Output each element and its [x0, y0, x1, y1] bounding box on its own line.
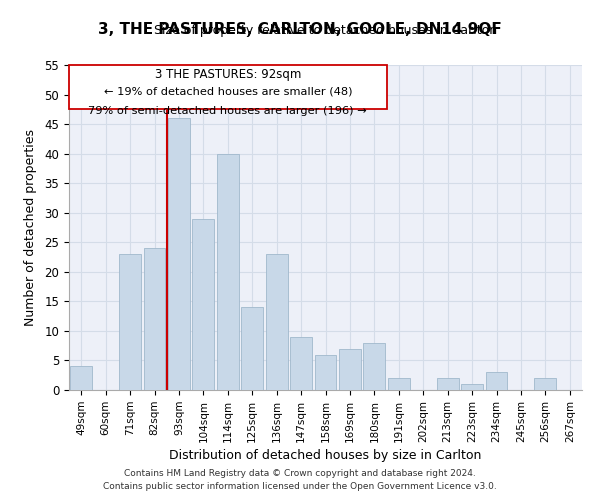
- Bar: [217, 154, 239, 390]
- Bar: [485, 372, 508, 390]
- FancyBboxPatch shape: [69, 65, 386, 110]
- Bar: [364, 342, 385, 390]
- Bar: [168, 118, 190, 390]
- Text: 3, THE PASTURES, CARLTON, GOOLE, DN14 9QF: 3, THE PASTURES, CARLTON, GOOLE, DN14 9Q…: [98, 22, 502, 38]
- Bar: [241, 308, 263, 390]
- Bar: [437, 378, 458, 390]
- Title: Size of property relative to detached houses in Carlton: Size of property relative to detached ho…: [154, 24, 497, 38]
- Bar: [193, 218, 214, 390]
- Bar: [339, 348, 361, 390]
- Text: 79% of semi-detached houses are larger (196) →: 79% of semi-detached houses are larger (…: [88, 106, 367, 116]
- Bar: [143, 248, 166, 390]
- Text: 3 THE PASTURES: 92sqm: 3 THE PASTURES: 92sqm: [155, 68, 301, 81]
- Bar: [535, 378, 556, 390]
- Bar: [314, 354, 337, 390]
- Bar: [119, 254, 141, 390]
- Bar: [461, 384, 483, 390]
- X-axis label: Distribution of detached houses by size in Carlton: Distribution of detached houses by size …: [169, 449, 482, 462]
- Bar: [388, 378, 410, 390]
- Y-axis label: Number of detached properties: Number of detached properties: [25, 129, 37, 326]
- Bar: [266, 254, 287, 390]
- Bar: [290, 337, 312, 390]
- Text: Contains public sector information licensed under the Open Government Licence v3: Contains public sector information licen…: [103, 482, 497, 491]
- Bar: [70, 366, 92, 390]
- Text: Contains HM Land Registry data © Crown copyright and database right 2024.: Contains HM Land Registry data © Crown c…: [124, 468, 476, 477]
- Text: ← 19% of detached houses are smaller (48): ← 19% of detached houses are smaller (48…: [104, 86, 352, 96]
